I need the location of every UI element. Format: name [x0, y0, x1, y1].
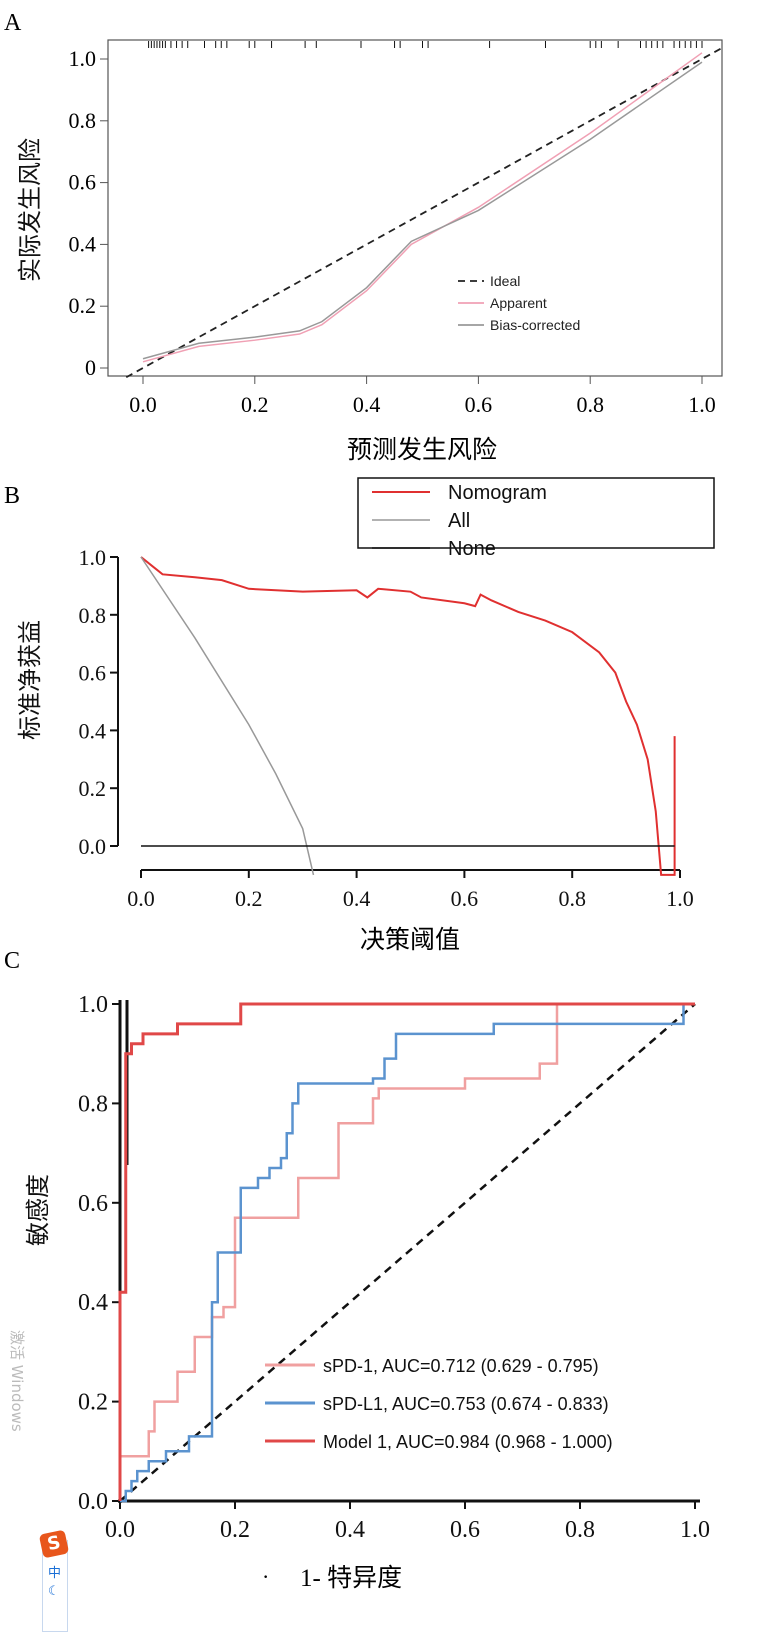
y-tick-label: 1.0 — [79, 545, 107, 570]
moon-icon[interactable]: ☾ — [48, 1584, 60, 1599]
x-tick-label: 0.4 — [353, 392, 381, 417]
y-tick-label: 1.0 — [78, 992, 108, 1018]
x-tick-label: 0.6 — [450, 1517, 480, 1543]
legend-label: Ideal — [490, 273, 520, 289]
legend-label: Bias-corrected — [490, 317, 580, 333]
x-tick-label: 0.0 — [129, 392, 157, 417]
x-tick-label: 0.2 — [235, 886, 263, 911]
y-tick-label: 0.6 — [78, 1191, 108, 1217]
plot-frame — [107, 39, 723, 377]
x-tick-label: 0.4 — [335, 1517, 365, 1543]
y-tick-label: 0.6 — [69, 170, 97, 195]
series-model-1 — [118, 1002, 695, 1501]
x-axis-label-prefix: · — [262, 1564, 269, 1589]
y-axis-label: 敏感度 — [25, 1174, 52, 1246]
x-tick-label: 1.0 — [666, 886, 694, 911]
legend-label: sPD-L1, AUC=0.753 (0.674 - 0.833) — [323, 1394, 609, 1414]
x-tick-label: 0.2 — [220, 1517, 250, 1543]
y-tick-label: 1.0 — [69, 46, 97, 71]
series-bias-corrected — [142, 61, 703, 360]
y-tick-label: 0.6 — [79, 661, 107, 686]
y-tick-label: 0.8 — [79, 603, 107, 628]
x-tick-label: 0.8 — [565, 1517, 595, 1543]
y-tick-label: 0.0 — [79, 834, 107, 859]
y-tick-label: 0.2 — [69, 293, 97, 318]
windows-activation-watermark: 激活 Windows — [0, 1330, 30, 1440]
series-spd-l1 — [120, 1002, 695, 1503]
ime-toolbar[interactable]: S 中 ☾ — [38, 1529, 70, 1632]
x-axis-label: 预测发生风险 — [347, 436, 497, 464]
x-tick-label: 0.0 — [127, 886, 155, 911]
y-tick-label: 0.0 — [78, 1489, 108, 1515]
series-ideal — [125, 45, 725, 379]
y-tick-label: 0.2 — [78, 1390, 108, 1416]
series-nomogram — [140, 556, 676, 876]
panel-label-a: A — [4, 10, 22, 36]
panel-label-c: C — [4, 948, 20, 974]
legend-box — [357, 477, 715, 549]
series-apparent — [142, 52, 703, 363]
legend-label: sPD-1, AUC=0.712 (0.629 - 0.795) — [323, 1356, 599, 1376]
series-reference-diagonal — [119, 1003, 696, 1502]
y-axis-label: 实际发生风险 — [17, 138, 44, 282]
x-tick-label: 0.6 — [451, 886, 479, 911]
sogou-logo-icon[interactable]: S — [38, 1529, 70, 1559]
series-all — [140, 556, 315, 876]
x-axis-label: 决策阈值 — [360, 926, 460, 954]
series-spd-1 — [118, 1002, 695, 1501]
x-tick-label: 1.0 — [688, 392, 716, 417]
x-tick-label: 0.0 — [105, 1517, 135, 1543]
language-mode-icon[interactable]: 中 — [48, 1566, 62, 1581]
legend-label: Model 1, AUC=0.984 (0.968 - 1.000) — [323, 1432, 613, 1452]
x-axis-label: 1- 特异度 — [300, 1564, 402, 1592]
y-axis-label: 标准净获益 — [17, 620, 44, 740]
y-tick-label: 0.2 — [79, 776, 107, 801]
y-tick-label: 0.4 — [69, 231, 97, 256]
x-tick-label: 0.4 — [343, 886, 371, 911]
x-tick-label: 0.6 — [465, 392, 493, 417]
x-tick-label: 1.0 — [680, 1517, 710, 1543]
y-tick-label: 0.4 — [79, 718, 107, 743]
legend-label: All — [448, 510, 470, 532]
watermark-text: 激活 Windows — [8, 1330, 26, 1432]
y-tick-label: 0.4 — [78, 1290, 108, 1316]
legend-label: None — [448, 538, 496, 560]
y-tick-label: 0 — [85, 355, 96, 380]
x-tick-label: 0.2 — [241, 392, 269, 417]
y-tick-label: 0.8 — [78, 1091, 108, 1117]
x-tick-label: 0.8 — [558, 886, 586, 911]
y-tick-label: 0.8 — [69, 108, 97, 133]
legend-label: Nomogram — [448, 482, 547, 504]
x-tick-label: 0.8 — [576, 392, 604, 417]
legend-label: Apparent — [490, 295, 547, 311]
panel-label-b: B — [4, 483, 20, 509]
